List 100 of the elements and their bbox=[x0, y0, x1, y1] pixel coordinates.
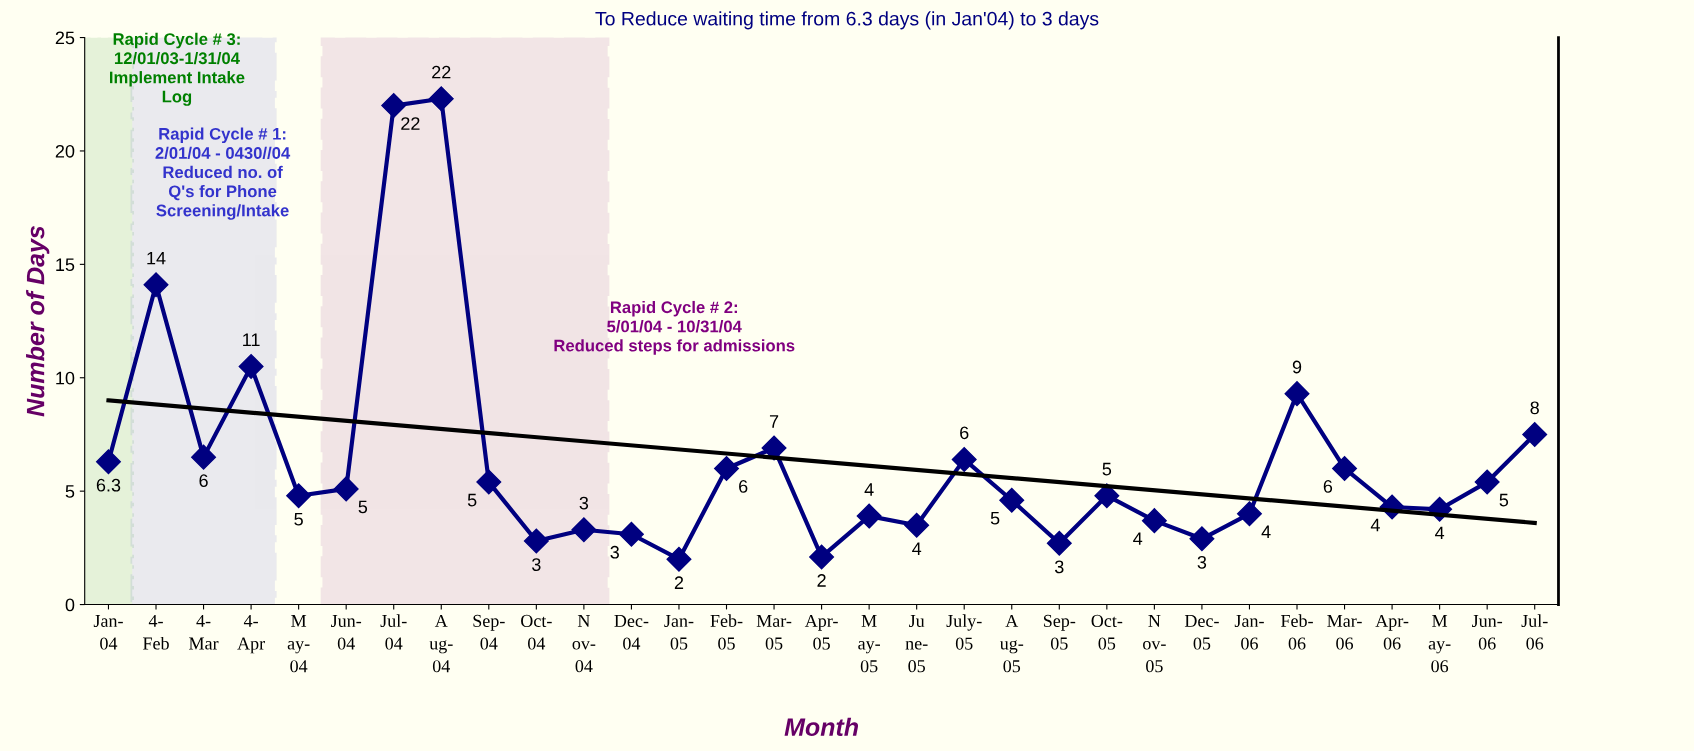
x-tick-label: M ay- 05 bbox=[858, 614, 881, 673]
point bbox=[428, 86, 454, 112]
x-tick-label: Mar- 06 bbox=[1327, 614, 1362, 650]
data-label: 3 bbox=[1197, 555, 1207, 569]
x-tick-label: Dec- 05 bbox=[1184, 614, 1219, 650]
data-label: 3 bbox=[610, 545, 619, 559]
data-label: 11 bbox=[243, 333, 260, 346]
x-axis-title: Month bbox=[784, 717, 859, 737]
point bbox=[1236, 501, 1262, 527]
data-label: 5 bbox=[294, 513, 303, 526]
chart-subtitle: To Reduce waiting time from 6.3 days (in Jan'04) to 3 days bbox=[595, 11, 1099, 30]
x-tick-label: M ay- 04 bbox=[287, 614, 310, 673]
data-label: 4 bbox=[1370, 518, 1380, 532]
x-tick-label: Jan- 04 bbox=[93, 614, 123, 650]
point bbox=[381, 93, 407, 119]
data-label: 2 bbox=[674, 576, 684, 589]
x-tick-label: Jun- 06 bbox=[1472, 614, 1503, 650]
point bbox=[618, 521, 644, 547]
point bbox=[999, 487, 1025, 513]
x-tick-label: Ju ne- 05 bbox=[905, 614, 928, 673]
data-label: 3 bbox=[532, 558, 541, 571]
data-label: 5 bbox=[990, 512, 1000, 525]
point bbox=[856, 503, 882, 529]
x-tick-label: Jul- 04 bbox=[380, 614, 407, 650]
y-tick-label: 5 bbox=[65, 485, 75, 498]
x-tick-label: A ug- 04 bbox=[429, 614, 453, 673]
point bbox=[571, 517, 597, 543]
data-label: 6 bbox=[739, 480, 748, 493]
x-tick-label: Jan- 06 bbox=[1234, 614, 1264, 650]
point bbox=[904, 512, 930, 538]
y-axis-title: Number of Days bbox=[26, 226, 50, 417]
data-label: 7 bbox=[769, 415, 779, 428]
x-tick-label: Oct- 04 bbox=[521, 614, 552, 650]
x-tick-label: Oct- 05 bbox=[1091, 614, 1123, 650]
x-tick-label: A ug- 05 bbox=[999, 614, 1024, 673]
band-label: Rapid Cycle # 3: 12/01/03-1/31/04 Implement Intake Log bbox=[109, 32, 245, 106]
x-tick-label: 4- Apr bbox=[237, 614, 265, 654]
point bbox=[666, 546, 692, 572]
x-tick-label: July- 05 bbox=[946, 614, 982, 650]
data-label: 4 bbox=[864, 483, 874, 496]
data-label: 6 bbox=[1323, 480, 1333, 493]
x-tick-label: Jul- 06 bbox=[1521, 614, 1548, 650]
point bbox=[809, 544, 835, 570]
y-tick-label: 20 bbox=[55, 144, 75, 158]
data-label: 22 bbox=[401, 117, 420, 130]
x-tick-label: Dec- 04 bbox=[614, 614, 649, 650]
data-label: 5 bbox=[1102, 462, 1112, 476]
point bbox=[1284, 381, 1310, 407]
x-tick-label: Mar- 05 bbox=[756, 614, 792, 650]
point bbox=[951, 446, 977, 472]
x-tick-label: Feb- 06 bbox=[1280, 614, 1313, 650]
data-label: 9 bbox=[1292, 360, 1302, 374]
point bbox=[714, 455, 739, 481]
data-label: 6.3 bbox=[96, 478, 121, 492]
point bbox=[1522, 421, 1548, 447]
x-tick-label: Jan- 05 bbox=[664, 614, 694, 650]
y-tick-label: 0 bbox=[65, 598, 75, 612]
x-tick-label: Sep- 04 bbox=[473, 614, 505, 650]
y-tick-label: 15 bbox=[56, 258, 75, 272]
data-label: 5 bbox=[358, 500, 368, 514]
x-tick-label: N ov- 05 bbox=[1143, 614, 1166, 673]
x-tick-label: Jun- 04 bbox=[331, 614, 362, 650]
band-label: Rapid Cycle # 2: 5/01/04 - 10/31/04 Reduced steps for admissions bbox=[554, 300, 795, 355]
y-tick-label: 25 bbox=[55, 31, 75, 45]
point bbox=[1141, 508, 1167, 534]
data-label: 8 bbox=[1530, 401, 1539, 415]
point bbox=[1046, 530, 1072, 556]
data-label: 4 bbox=[1133, 532, 1143, 545]
data-label: 6 bbox=[960, 426, 969, 440]
data-label: 3 bbox=[579, 496, 589, 510]
point bbox=[1332, 455, 1358, 481]
x-tick-label: 4- Feb bbox=[142, 614, 169, 650]
x-tick-label: N ov- 04 bbox=[572, 614, 596, 673]
x-tick-label: 4- Mar bbox=[189, 614, 219, 650]
point bbox=[476, 469, 502, 495]
point bbox=[238, 353, 264, 379]
point bbox=[1189, 526, 1215, 552]
x-tick-label: M ay- 06 bbox=[1428, 614, 1451, 673]
data-label: 2 bbox=[817, 574, 826, 587]
x-tick-label: Apr- 06 bbox=[1375, 614, 1409, 650]
point bbox=[95, 449, 121, 475]
data-label: 5 bbox=[467, 493, 477, 507]
data-label: 14 bbox=[147, 251, 166, 265]
data-label: 4 bbox=[1435, 526, 1445, 540]
band-label: Rapid Cycle # 1: 2/01/04 - 0430//04 Reduced no. of Q's for Phone Screening/Intake bbox=[155, 127, 291, 220]
point bbox=[143, 272, 169, 298]
x-tick-label: Feb- 05 bbox=[710, 614, 743, 650]
data-label: 3 bbox=[1054, 560, 1064, 574]
x-tick-label: Apr- 05 bbox=[804, 614, 838, 650]
data-label: 6 bbox=[199, 474, 208, 488]
point bbox=[286, 483, 312, 509]
x-tick-label: Sep- 05 bbox=[1043, 614, 1076, 650]
y-tick-label: 10 bbox=[56, 371, 75, 385]
point bbox=[1094, 483, 1120, 509]
data-label: 5 bbox=[1499, 493, 1509, 507]
data-label: 22 bbox=[432, 65, 451, 79]
data-label: 4 bbox=[912, 542, 922, 555]
data-label: 4 bbox=[1261, 525, 1271, 539]
point bbox=[191, 444, 217, 470]
point bbox=[1474, 469, 1500, 495]
